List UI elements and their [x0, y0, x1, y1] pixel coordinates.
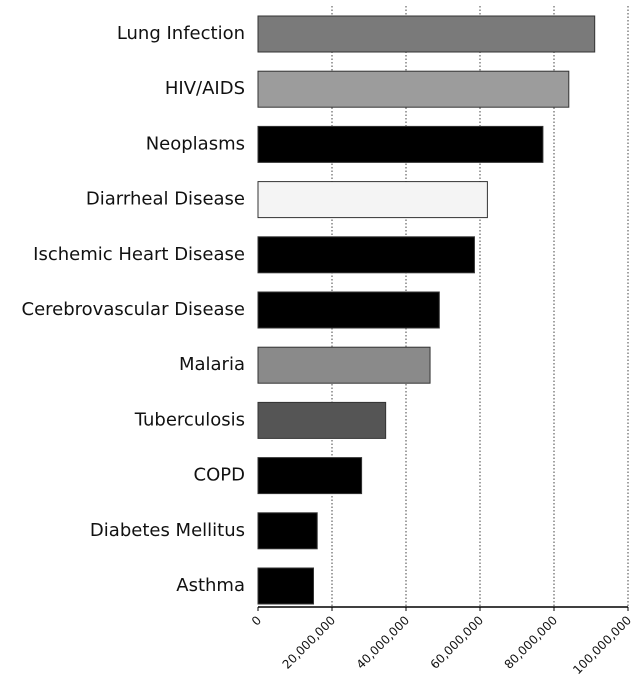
x-tick-label: 0 — [249, 613, 264, 628]
bar — [257, 457, 363, 495]
category-label: Cerebrovascular Disease — [22, 299, 245, 320]
bar — [257, 567, 314, 605]
bar — [257, 401, 387, 439]
x-tick-label: 100,000,000 — [570, 613, 634, 677]
category-label: Ischemic Heart Disease — [33, 244, 245, 265]
category-label: Neoplasms — [146, 133, 245, 154]
category-label: Diabetes Mellitus — [90, 520, 245, 541]
bar — [257, 236, 475, 274]
bar — [257, 125, 544, 163]
x-tick-label: 40,000,000 — [354, 613, 412, 671]
category-label: Diarrheal Disease — [86, 189, 245, 210]
bar — [257, 512, 318, 550]
bar — [257, 181, 488, 219]
bar — [257, 70, 570, 108]
bar — [257, 346, 431, 384]
category-label: Asthma — [176, 575, 245, 596]
bar — [257, 291, 440, 329]
category-label: Tuberculosis — [134, 409, 245, 430]
category-label: COPD — [194, 465, 245, 486]
category-label: Malaria — [179, 354, 245, 375]
x-tick-label: 80,000,000 — [502, 613, 560, 671]
category-label: Lung Infection — [117, 23, 245, 44]
category-label: HIV/AIDS — [165, 78, 245, 99]
bar — [257, 15, 596, 53]
x-tick-label: 20,000,000 — [280, 613, 338, 671]
x-tick-label: 60,000,000 — [428, 613, 486, 671]
